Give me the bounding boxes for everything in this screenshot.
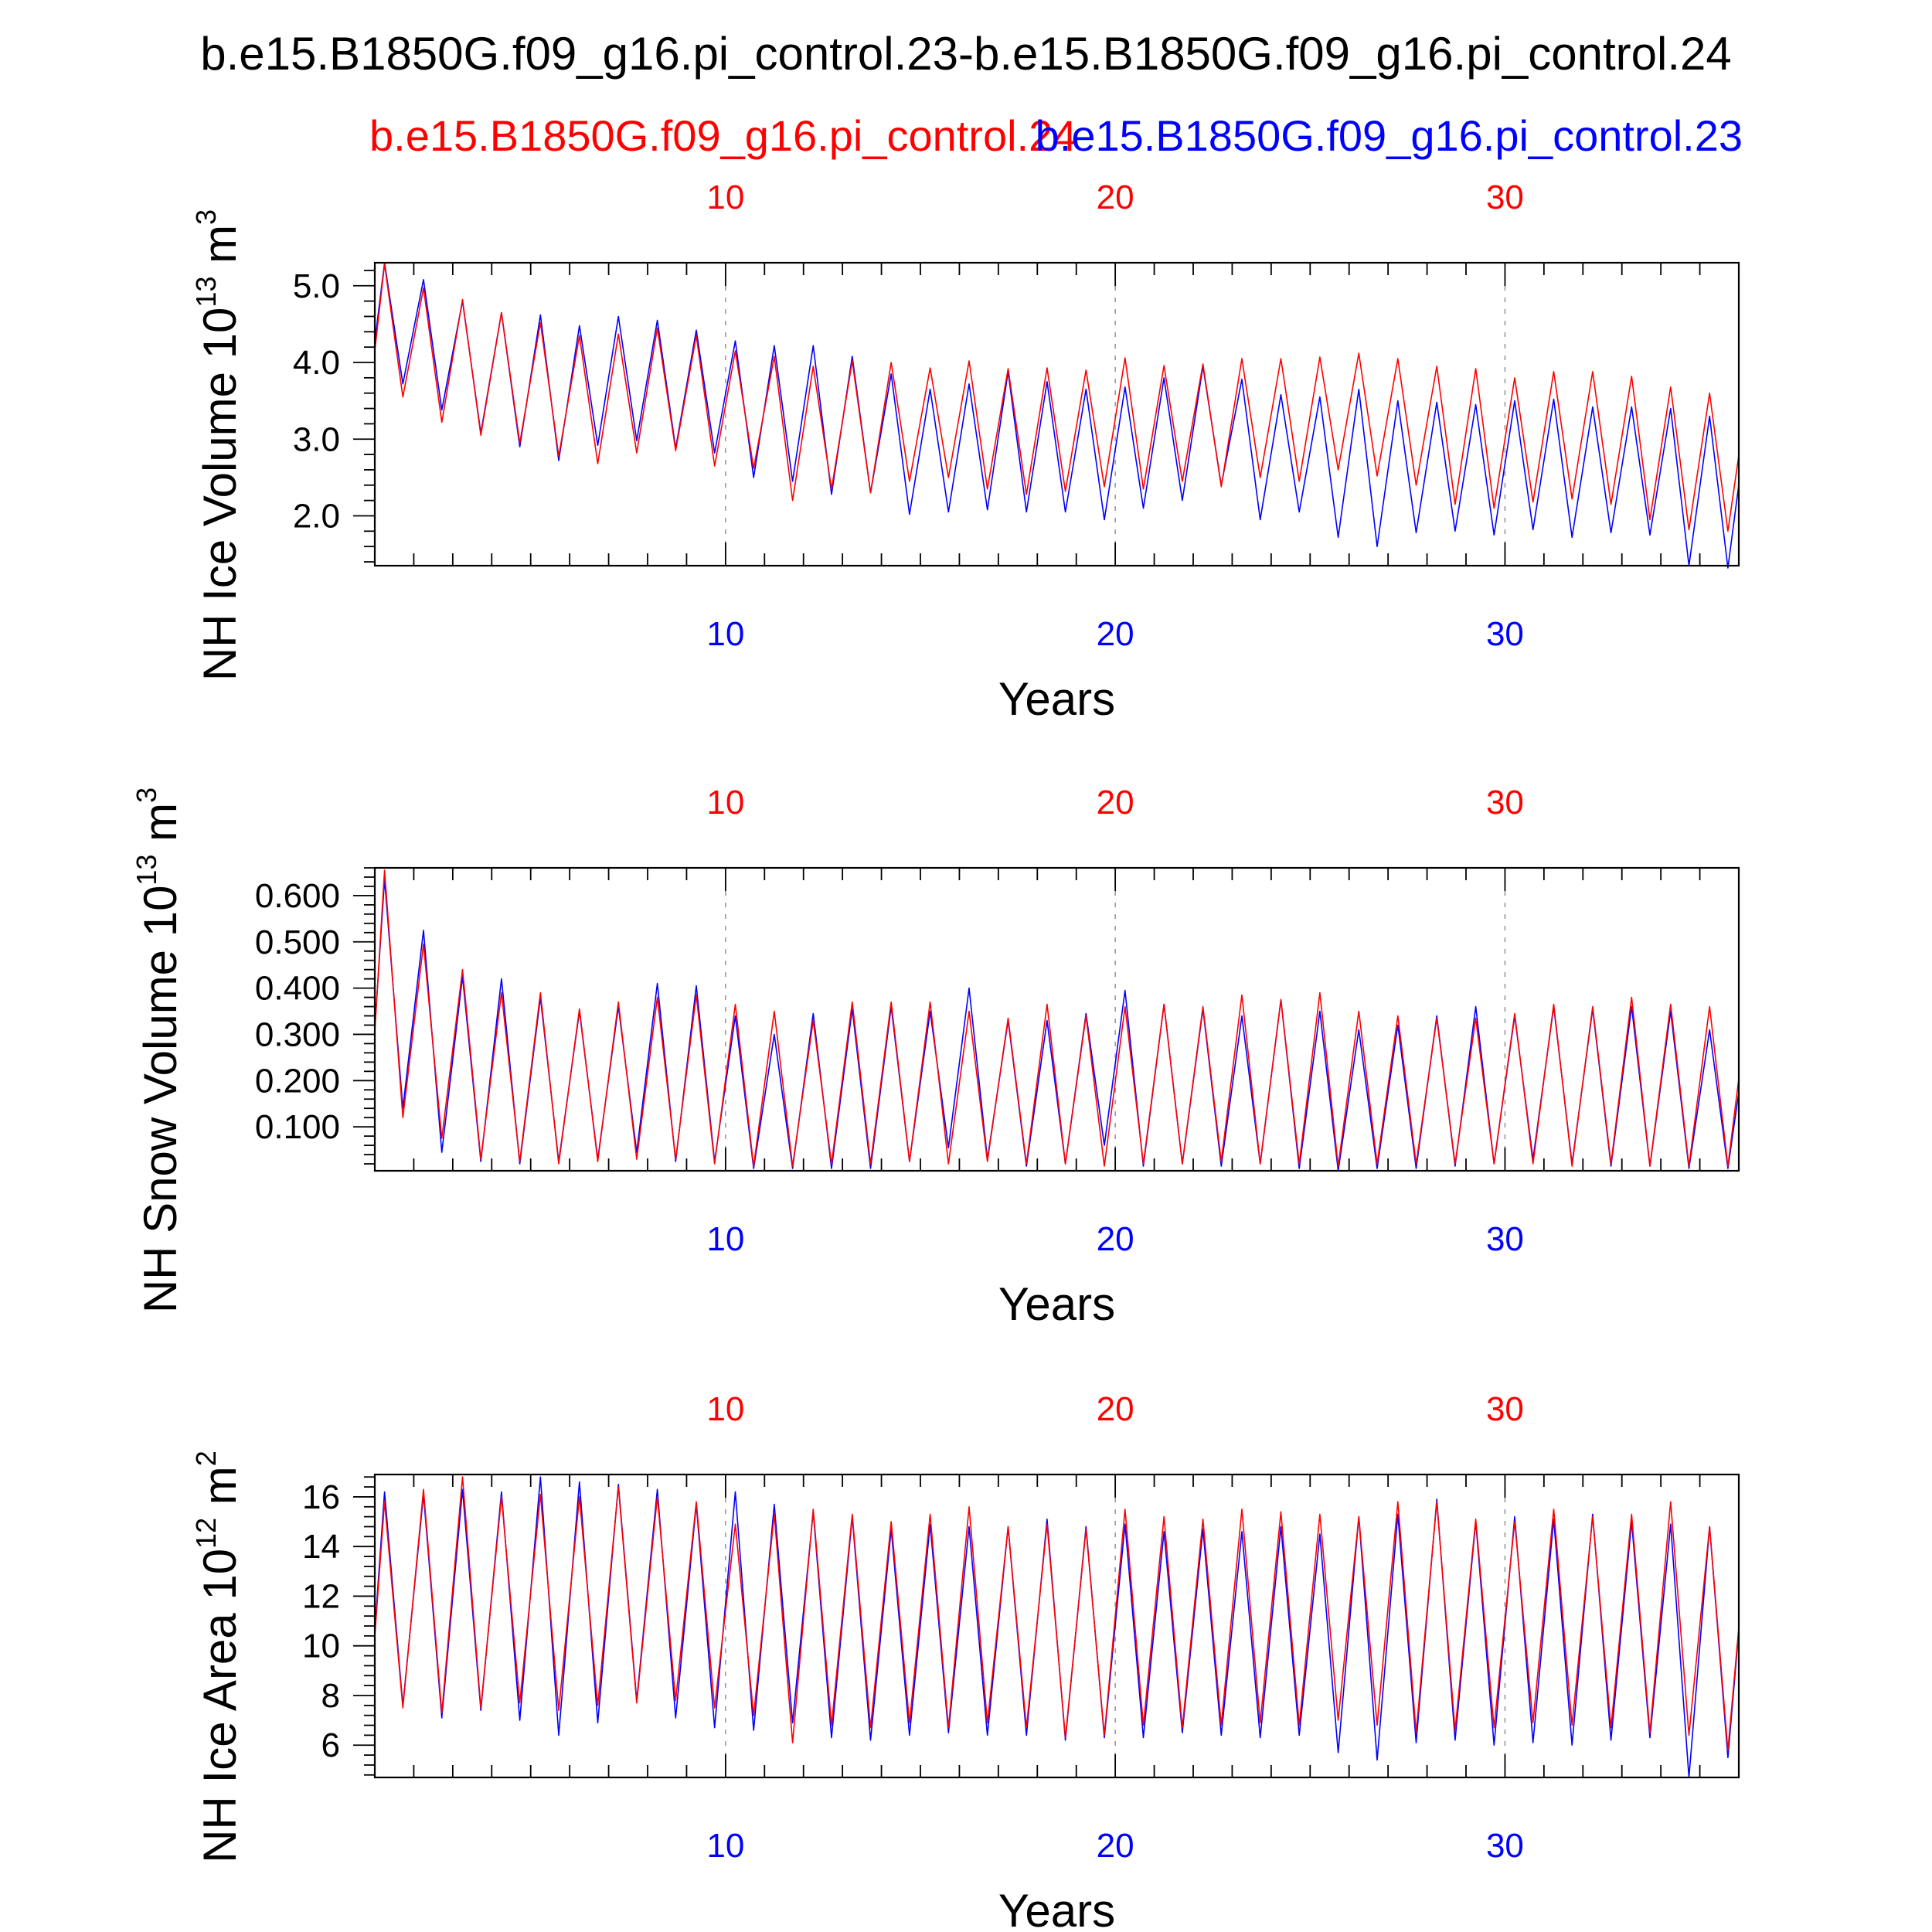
y-axis-label-unit: m (194, 1466, 246, 1518)
y-axis-label-exponent: 12 (190, 1518, 222, 1549)
y-tick-label: 12 (302, 1577, 340, 1615)
y-tick-label: 4.0 (293, 344, 340, 382)
y-tick-label: 0.600 (255, 877, 340, 915)
y-tick-label: 16 (302, 1478, 340, 1516)
y-axis-label: NH Ice Volume 1013 m3 (190, 209, 246, 681)
series-line-control-24 (374, 1476, 1740, 1751)
x-axis-label: Years (998, 1278, 1115, 1330)
x-tick-label-bottom: 30 (1486, 1220, 1524, 1258)
x-tick-label-top: 10 (706, 1390, 744, 1428)
y-tick-label: 10 (302, 1628, 340, 1665)
plot-frame (373, 866, 1740, 1172)
x-tick-label-bottom: 10 (706, 1220, 744, 1258)
legend-red-label: b.e15.B1850G.f09_g16.pi_control.24 (369, 111, 1077, 160)
series-line-control-23 (374, 879, 1740, 1172)
y-axis-label: NH Snow Volume 1013 m3 (131, 787, 186, 1313)
y-axis-label-exponent: 13 (190, 277, 222, 308)
x-axis-label: Years (998, 673, 1115, 725)
y-tick-label: 0.200 (255, 1062, 340, 1100)
chart-panels: 10 10 20 20 30 30 Years 2.0 3.0 4.0 5.0 NH Ice Volu… (131, 179, 1740, 1932)
x-tick-label-top: 20 (1097, 179, 1134, 216)
y-axis-label-unit-exponent: 3 (190, 209, 222, 225)
y-axis-label-exponent: 13 (131, 855, 162, 886)
y-axis-label-main: NH Snow Volume 10 (134, 886, 186, 1314)
y-tick-label: 0.300 (255, 1015, 340, 1053)
x-tick-label-top: 10 (706, 179, 744, 216)
y-tick-label: 3.0 (293, 420, 340, 458)
x-tick-label-top: 30 (1486, 179, 1524, 216)
y-tick-label: 5.0 (293, 267, 340, 305)
series-line-control-24 (374, 869, 1740, 1167)
plot-frame (373, 261, 1740, 567)
y-axis-label-unit-exponent: 2 (190, 1451, 222, 1466)
series-line-control-23 (374, 1476, 1740, 1778)
x-tick-label-bottom: 30 (1486, 1827, 1524, 1865)
x-tick-label-top: 30 (1486, 784, 1524, 821)
y-tick-label: 6 (321, 1726, 340, 1764)
x-tick-label-bottom: 20 (1097, 615, 1134, 653)
x-tick-label-bottom: 10 (706, 1827, 744, 1865)
y-axis-label-unit: m (134, 803, 186, 855)
y-axis-label-unit-exponent: 3 (131, 787, 162, 803)
panel-ice_volume: 10 10 20 20 30 30 Years 2.0 3.0 4.0 5.0 NH Ice Volu… (190, 179, 1740, 725)
x-tick-label-top: 10 (706, 784, 744, 821)
y-axis-label-main: NH Ice Area 10 (194, 1549, 246, 1863)
y-axis-label-unit: m (194, 225, 246, 277)
y-axis-label-main: NH Ice Volume 10 (194, 308, 246, 682)
main-title: b.e15.B1850G.f09_g16.pi_control.23-b.e15… (200, 28, 1732, 80)
x-tick-label-bottom: 20 (1097, 1827, 1134, 1865)
panel-snow_volume: 10 10 20 20 30 30 Years 0.100 0.200 0.300 0.400 0.5… (131, 784, 1740, 1330)
series-line-control-23 (374, 262, 1740, 569)
y-tick-label: 14 (302, 1528, 340, 1566)
panel-ice_area: 10 10 20 20 30 30 Years 6 8 10 12 14 16 NH Ice Area 1… (190, 1390, 1740, 1932)
y-tick-label: 0.100 (255, 1108, 340, 1146)
legend-blue-label: b.e15.B1850G.f09_g16.pi_control.23 (1036, 111, 1743, 160)
y-tick-label: 2.0 (293, 497, 340, 535)
x-axis-label: Years (998, 1885, 1115, 1932)
y-tick-label: 0.500 (255, 923, 340, 961)
x-tick-label-bottom: 20 (1097, 1220, 1134, 1258)
x-tick-label-bottom: 30 (1486, 615, 1524, 653)
series-line-control-24 (374, 264, 1740, 532)
y-tick-label: 0.400 (255, 970, 340, 1008)
x-tick-label-top: 20 (1097, 1390, 1134, 1428)
y-axis-label: NH Ice Area 1012 m2 (190, 1451, 246, 1863)
x-tick-label-bottom: 10 (706, 615, 744, 653)
x-tick-label-top: 30 (1486, 1390, 1524, 1428)
x-tick-label-top: 20 (1097, 784, 1134, 821)
y-tick-label: 8 (321, 1677, 340, 1715)
